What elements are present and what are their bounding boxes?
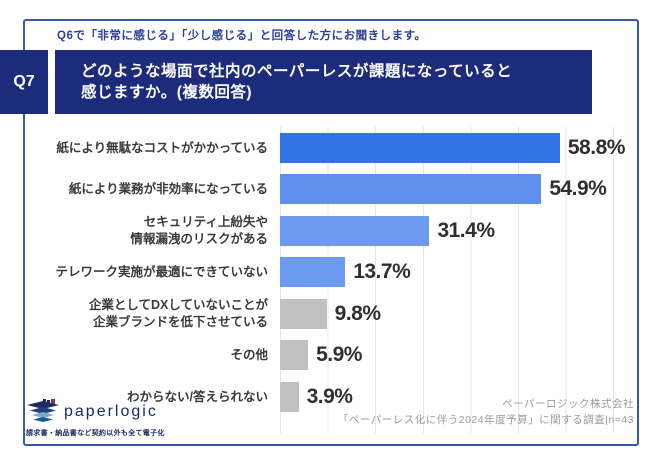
category-label: わからない/答えられない [127, 389, 268, 404]
chart-row: その他 5.9% [24, 335, 636, 377]
chart-row: 紙により無駄なコストがかかっている 58.8% [24, 127, 636, 169]
question-badge: Q7 [0, 50, 48, 114]
value-label: 13.7% [353, 260, 411, 284]
category-label: 紙により無駄なコストがかかっている [56, 140, 268, 155]
chart-row: 企業としてDXしていないことが 企業ブランドを低下させている 9.8% [24, 293, 636, 335]
source-survey: 「ペーパーレス化に伴う2024年度予算」に関する調査|n=43 [337, 414, 634, 426]
logo-wordmark: paperlogic [64, 403, 158, 420]
paperlogic-logo: paperlogic 請求書・納品書など契約以外も全て電子化 [26, 399, 186, 438]
category-label: 企業としてDXしていないことが 企業ブランドを低下させている [88, 298, 268, 329]
category-label: その他 [230, 348, 268, 362]
bar [280, 132, 560, 163]
value-label: 58.8% [567, 135, 626, 159]
bar [280, 381, 299, 412]
source-company: ペーパーロジック株式会社 [502, 398, 634, 410]
bar [280, 340, 309, 371]
value-label: 54.9% [549, 177, 607, 201]
value-label: 3.9% [306, 384, 353, 408]
bar-chart: 紙により無駄なコストがかかっている 58.8% 紙により業務が非効率になっている… [24, 127, 636, 433]
value-label: 9.8% [334, 301, 381, 325]
note-text: Q6で「非常に感じる」「少し感じる」と回答した方にお聞きします。 [57, 30, 427, 42]
question-title-line2: 感じますか。(複数回答) [81, 84, 253, 101]
bar [280, 215, 430, 246]
question-title: どのような場面で社内のペーパーレスが課題になっていると 感じますか。(複数回答) [55, 50, 592, 114]
category-label: セキュリティ上紛失や 情報漏洩のリスクがある [130, 215, 268, 246]
category-label: 紙により業務が非効率になっている [68, 182, 268, 196]
paper-stack-icon [26, 399, 60, 425]
question-title-line1: どのような場面で社内のペーパーレスが課題になっていると [81, 63, 513, 80]
bar [280, 298, 327, 329]
bar [280, 174, 542, 205]
question-badge-label: Q7 [13, 73, 35, 90]
chart-row: セキュリティ上紛失や 情報漏洩のリスクがある 31.4% [24, 210, 636, 252]
value-label: 31.4% [437, 218, 495, 242]
category-label: テレワーク実施が最適にできていない [55, 265, 268, 279]
chart-row: 紙により業務が非効率になっている 54.9% [24, 169, 636, 211]
source-attribution: ペーパーロジック株式会社 「ペーパーレス化に伴う2024年度予算」に関する調査|… [338, 396, 634, 428]
bar [280, 257, 346, 288]
chart-row: わからない/答えられない 3.9% [24, 376, 636, 418]
chart-row: テレワーク実施が最適にできていない 13.7% [24, 252, 636, 294]
value-label: 5.9% [316, 343, 362, 367]
logo-tagline: 請求書・納品書など契約以外も全て電子化 [26, 430, 165, 437]
